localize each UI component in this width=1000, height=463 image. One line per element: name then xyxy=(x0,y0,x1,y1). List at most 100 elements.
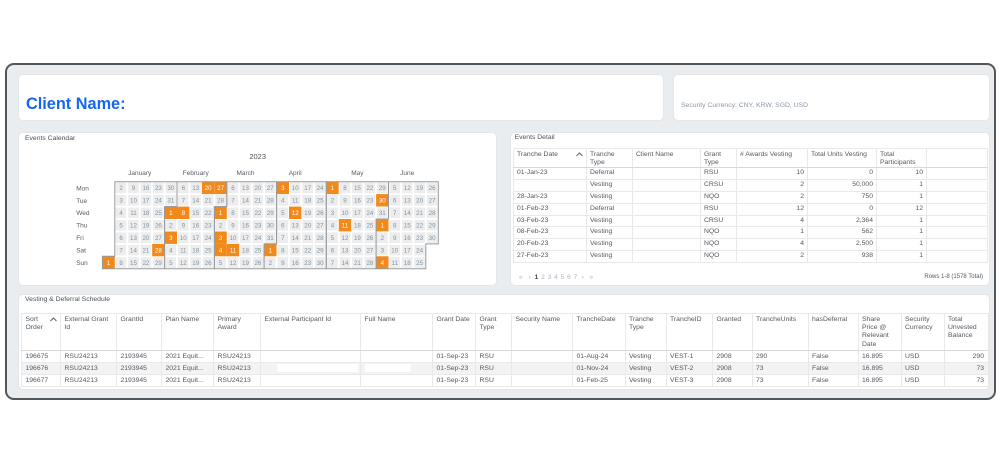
svg-text:10: 10 xyxy=(292,185,299,192)
svg-text:30: 30 xyxy=(317,259,324,266)
svg-text:21: 21 xyxy=(254,197,261,204)
svg-text:19: 19 xyxy=(354,234,361,241)
svg-text:28: 28 xyxy=(366,259,373,266)
svg-text:24: 24 xyxy=(205,234,212,241)
svg-text:15: 15 xyxy=(242,210,249,217)
svg-text:6: 6 xyxy=(393,197,397,204)
svg-text:3: 3 xyxy=(331,210,335,217)
svg-text:1: 1 xyxy=(169,210,173,217)
svg-text:14: 14 xyxy=(342,259,349,266)
svg-text:1: 1 xyxy=(331,185,335,192)
svg-text:19: 19 xyxy=(242,259,249,266)
svg-text:8: 8 xyxy=(182,210,186,217)
svg-text:24: 24 xyxy=(317,185,324,192)
svg-text:31: 31 xyxy=(167,197,174,204)
svg-text:9: 9 xyxy=(393,234,397,241)
svg-text:11: 11 xyxy=(292,197,299,204)
svg-text:16: 16 xyxy=(354,197,361,204)
svg-text:14: 14 xyxy=(292,234,299,241)
svg-text:7: 7 xyxy=(119,247,123,254)
svg-text:2: 2 xyxy=(331,197,335,204)
svg-text:19: 19 xyxy=(304,210,311,217)
svg-text:18: 18 xyxy=(192,247,199,254)
svg-text:26: 26 xyxy=(205,259,212,266)
svg-text:9: 9 xyxy=(231,222,235,229)
svg-text:15: 15 xyxy=(404,222,411,229)
svg-text:5: 5 xyxy=(331,234,335,241)
svg-text:30: 30 xyxy=(167,185,174,192)
svg-text:1: 1 xyxy=(107,259,111,266)
svg-text:7: 7 xyxy=(393,210,397,217)
svg-text:27: 27 xyxy=(155,234,162,241)
svg-text:23: 23 xyxy=(304,259,311,266)
svg-text:20: 20 xyxy=(142,234,149,241)
svg-text:16: 16 xyxy=(292,259,299,266)
svg-text:12: 12 xyxy=(342,234,349,241)
svg-text:4: 4 xyxy=(381,259,385,266)
svg-text:19: 19 xyxy=(416,185,423,192)
svg-text:4: 4 xyxy=(219,247,223,254)
svg-text:13: 13 xyxy=(292,222,299,229)
svg-text:30: 30 xyxy=(267,222,274,229)
svg-text:7: 7 xyxy=(281,234,285,241)
svg-text:Mon: Mon xyxy=(76,185,89,192)
svg-text:28: 28 xyxy=(429,210,436,217)
svg-text:5: 5 xyxy=(219,259,223,266)
svg-text:2: 2 xyxy=(269,259,273,266)
svg-text:9: 9 xyxy=(343,197,347,204)
svg-text:20: 20 xyxy=(304,222,311,229)
svg-text:6: 6 xyxy=(281,222,285,229)
svg-text:4: 4 xyxy=(331,222,335,229)
svg-text:29: 29 xyxy=(267,210,274,217)
svg-text:30: 30 xyxy=(379,197,386,204)
svg-text:12: 12 xyxy=(130,222,137,229)
svg-text:27: 27 xyxy=(366,247,373,254)
svg-text:12: 12 xyxy=(230,259,237,266)
svg-text:10: 10 xyxy=(180,234,187,241)
svg-text:22: 22 xyxy=(366,185,373,192)
svg-text:29: 29 xyxy=(379,185,386,192)
svg-text:June: June xyxy=(400,170,414,177)
svg-text:14: 14 xyxy=(404,210,411,217)
svg-text:26: 26 xyxy=(429,185,436,192)
svg-text:22: 22 xyxy=(304,247,311,254)
svg-text:17: 17 xyxy=(242,234,249,241)
svg-text:28: 28 xyxy=(317,234,324,241)
svg-text:10: 10 xyxy=(130,197,137,204)
svg-text:21: 21 xyxy=(205,197,212,204)
svg-text:28: 28 xyxy=(217,197,224,204)
svg-text:6: 6 xyxy=(331,247,335,254)
svg-text:May: May xyxy=(351,170,364,177)
svg-text:21: 21 xyxy=(354,259,361,266)
svg-text:15: 15 xyxy=(192,210,199,217)
svg-text:2: 2 xyxy=(119,185,123,192)
svg-text:11: 11 xyxy=(230,247,237,254)
svg-text:February: February xyxy=(183,170,210,177)
svg-text:April: April xyxy=(289,170,303,177)
svg-text:24: 24 xyxy=(416,247,423,254)
svg-text:18: 18 xyxy=(242,247,249,254)
svg-text:27: 27 xyxy=(217,185,224,192)
svg-text:9: 9 xyxy=(281,259,285,266)
svg-text:9: 9 xyxy=(182,222,186,229)
svg-text:26: 26 xyxy=(155,222,162,229)
svg-text:14: 14 xyxy=(130,247,137,254)
svg-text:21: 21 xyxy=(304,234,311,241)
svg-text:8: 8 xyxy=(343,185,347,192)
svg-text:12: 12 xyxy=(292,210,299,217)
svg-text:11: 11 xyxy=(130,210,137,217)
svg-text:16: 16 xyxy=(192,222,199,229)
svg-text:3: 3 xyxy=(119,197,123,204)
svg-text:20: 20 xyxy=(416,197,423,204)
svg-text:8: 8 xyxy=(393,222,397,229)
svg-text:24: 24 xyxy=(254,234,261,241)
svg-text:8: 8 xyxy=(231,210,235,217)
svg-text:1: 1 xyxy=(219,210,223,217)
svg-text:6: 6 xyxy=(119,234,123,241)
svg-text:23: 23 xyxy=(155,185,162,192)
svg-text:26: 26 xyxy=(317,210,324,217)
svg-text:Wed: Wed xyxy=(76,210,90,217)
svg-text:24: 24 xyxy=(155,197,162,204)
svg-text:27: 27 xyxy=(317,222,324,229)
svg-text:11: 11 xyxy=(180,247,187,254)
